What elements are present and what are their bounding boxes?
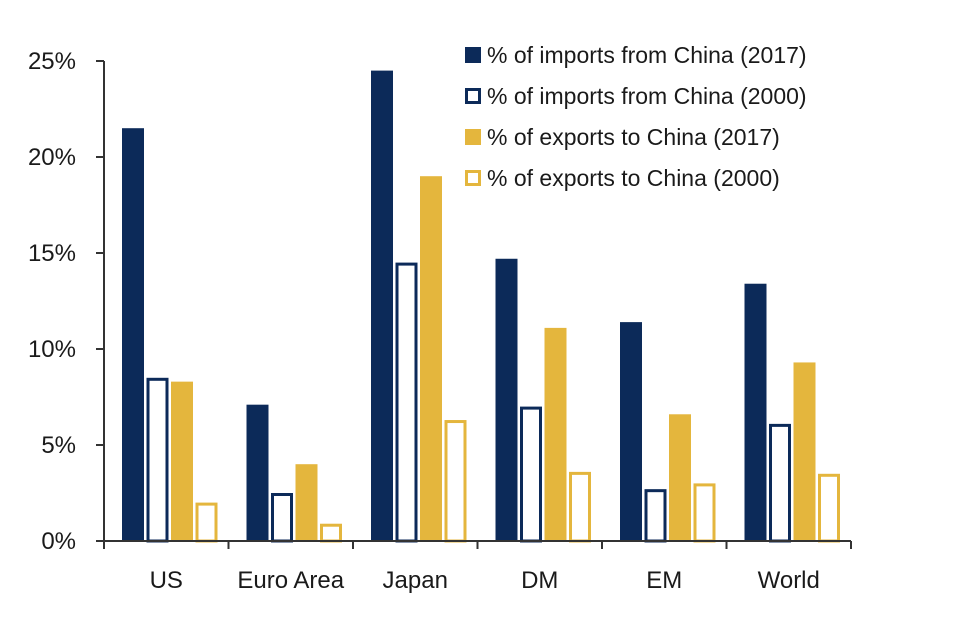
x-category-label: EM — [646, 567, 682, 594]
bar — [620, 322, 642, 541]
bar — [693, 483, 716, 543]
bar — [271, 493, 293, 543]
bar — [744, 283, 767, 541]
bar — [444, 420, 467, 543]
y-tick-label: 15% — [28, 240, 76, 267]
legend-swatch — [465, 170, 481, 186]
bar — [818, 473, 840, 543]
bar — [644, 489, 667, 543]
legend-swatch — [465, 47, 481, 63]
bar — [569, 471, 591, 543]
bar — [195, 502, 218, 543]
x-category-label: Euro Area — [237, 567, 344, 594]
bar — [395, 262, 418, 543]
x-axis-ticks: US Euro Area Japan DM EM World — [103, 541, 852, 594]
legend-swatch — [465, 129, 481, 145]
bar — [420, 176, 442, 541]
legend-label: % of exports to China (2000) — [487, 165, 780, 191]
y-tick-label: 20% — [28, 144, 76, 171]
bar — [122, 128, 144, 541]
y-axis-ticks: 0% 5% 10% 15% 20% 25% — [28, 48, 104, 555]
y-tick-label: 25% — [28, 48, 76, 75]
legend-label: % of imports from China (2000) — [487, 83, 807, 109]
bar — [669, 414, 691, 541]
bar — [171, 381, 193, 541]
legend-label: % of imports from China (2017) — [487, 42, 807, 68]
x-category-label: Japan — [383, 567, 448, 594]
x-category-label: DM — [521, 567, 558, 594]
bar — [793, 362, 816, 541]
bar — [769, 423, 791, 543]
bar — [371, 70, 393, 541]
bars-layer — [122, 70, 840, 543]
bar — [495, 258, 518, 541]
bar — [520, 406, 542, 543]
y-tick-label: 10% — [28, 336, 76, 363]
legend: % of imports from China (2017) % of impor… — [465, 42, 807, 191]
legend-label: % of exports to China (2017) — [487, 124, 780, 150]
x-category-label: US — [150, 567, 183, 594]
bar — [146, 377, 169, 543]
y-tick-label: 5% — [41, 432, 76, 459]
bar — [320, 523, 342, 543]
bar — [246, 404, 269, 541]
bar — [544, 327, 567, 541]
x-category-label: World — [758, 567, 820, 594]
y-tick-label: 0% — [41, 528, 76, 555]
bar — [295, 464, 318, 541]
legend-swatch — [465, 88, 481, 104]
